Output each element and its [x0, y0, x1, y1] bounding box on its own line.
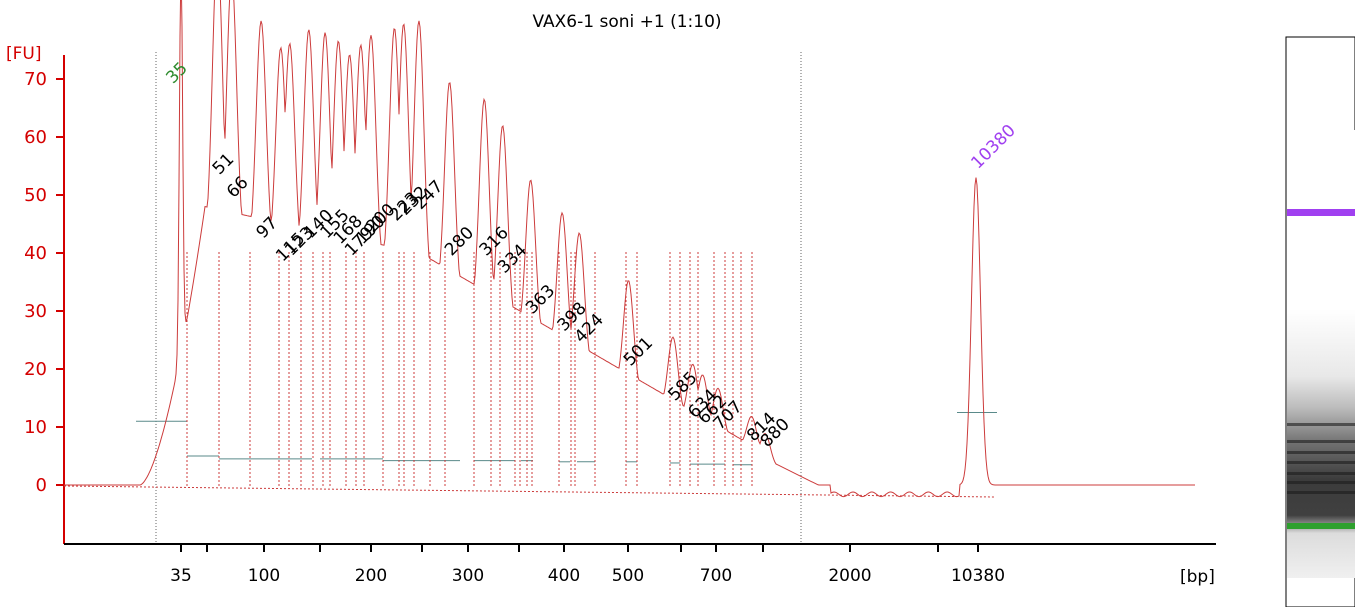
y-tick-label: 0	[36, 475, 47, 496]
peak-label: 97	[253, 213, 282, 242]
gel-band	[1287, 440, 1355, 443]
gel-lane	[1285, 36, 1355, 607]
gel-lane-body	[1287, 130, 1355, 578]
gel-band	[1287, 461, 1355, 464]
lower-marker-label: 35	[162, 58, 191, 87]
x-tick-label: 35	[170, 566, 192, 586]
y-axis-label: [FU]	[6, 44, 42, 64]
y-tick-label: 60	[24, 127, 47, 148]
lower-marker-band	[1287, 523, 1355, 529]
y-tick-label: 30	[24, 301, 47, 322]
peak-label: 66	[223, 173, 252, 202]
x-tick-label: 700	[700, 566, 732, 586]
y-tick-label: 50	[24, 185, 47, 206]
gel-band	[1287, 423, 1355, 426]
upper-marker-band	[1287, 209, 1355, 216]
x-tick-label: 200	[355, 566, 387, 586]
y-tick-label: 10	[24, 417, 47, 438]
peak-label: 501	[620, 333, 657, 370]
x-axis: 35 100 200 300 400 500 700 2000 10380	[64, 52, 1216, 586]
peak-label: 51	[209, 149, 238, 178]
peak-label: 363	[522, 281, 559, 318]
y-tick-label: 70	[24, 69, 47, 90]
gel-band	[1287, 472, 1355, 475]
y-tick-label: 20	[24, 359, 47, 380]
x-tick-label: 100	[248, 566, 280, 586]
integration-baseline	[63, 485, 996, 498]
x-axis-label: [bp]	[1180, 567, 1215, 587]
gel-band	[1287, 451, 1355, 454]
x-tick-label: 10380	[951, 566, 1005, 586]
x-tick-label: 2000	[828, 566, 871, 586]
gel-bands	[1287, 423, 1355, 494]
fluorescence-trace	[64, 0, 1195, 498]
y-axis: 0 10 20 30 40 50 60 70	[24, 55, 65, 544]
peak-boundaries	[63, 250, 996, 498]
y-tick-label: 40	[24, 243, 47, 264]
baseline-segments	[136, 412, 997, 466]
chart-title: VAX6-1 soni +1 (1:10)	[532, 12, 721, 32]
gel-band	[1287, 481, 1355, 484]
peak-label: 280	[441, 223, 478, 260]
gel-band	[1287, 491, 1355, 494]
x-tick-label: 400	[548, 566, 580, 586]
x-tick-label: 500	[612, 566, 644, 586]
peak-labels: 5166971151231401551681791902002232322472…	[162, 58, 1019, 451]
x-tick-label: 300	[452, 566, 484, 586]
upper-marker-label: 10380	[967, 121, 1019, 173]
